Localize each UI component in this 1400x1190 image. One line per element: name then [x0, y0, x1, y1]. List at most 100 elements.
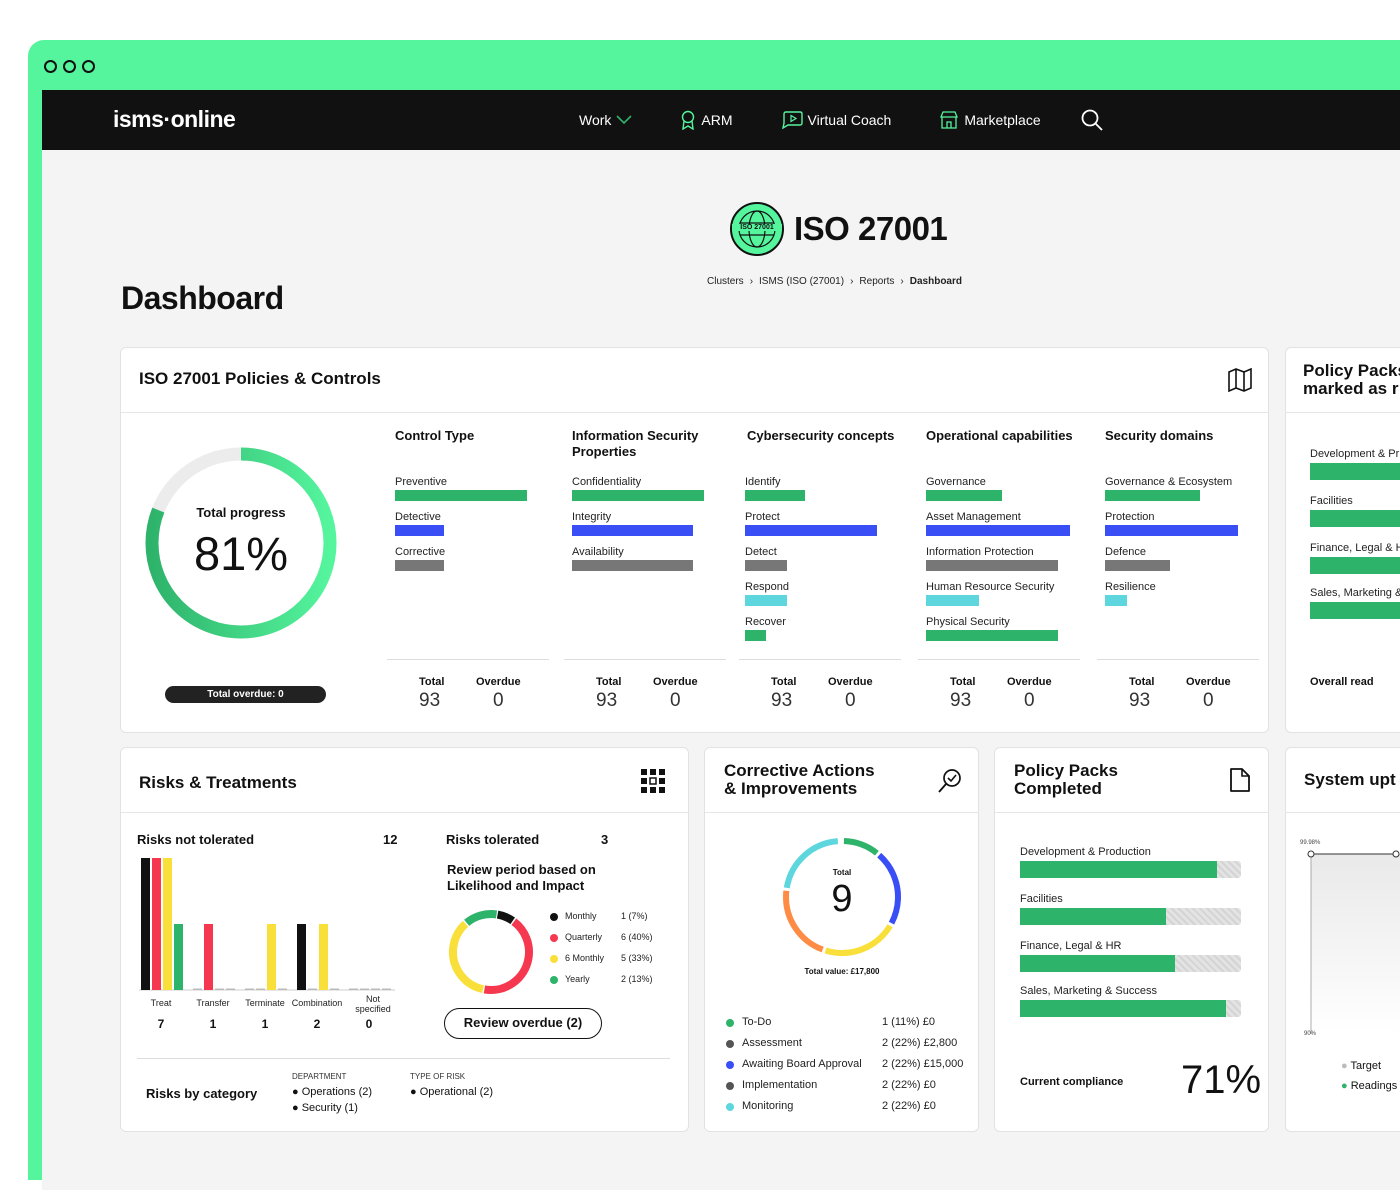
total-progress-label: Total progress: [196, 505, 286, 520]
risk-bar[interactable]: [204, 924, 213, 990]
breadcrumb-item[interactable]: Reports: [859, 276, 895, 287]
standard-header: ISO 27001 ISO 27001: [730, 202, 948, 256]
risk-bar[interactable]: [174, 924, 183, 990]
risk-bar[interactable]: [297, 924, 306, 990]
bar-label: Confidentiality: [572, 476, 642, 488]
risk-bar[interactable]: [349, 988, 358, 991]
risk-bar[interactable]: [382, 988, 391, 991]
logo[interactable]: isms·online: [113, 106, 236, 132]
card-header: [121, 748, 688, 813]
control-bar[interactable]: [926, 560, 1058, 571]
card-title: System upt: [1304, 770, 1396, 789]
nav-item-work[interactable]: Work: [579, 112, 632, 128]
total-progress-ring: [145, 447, 337, 639]
control-bar[interactable]: [395, 560, 444, 571]
risk-bar[interactable]: [360, 988, 369, 991]
policy-packs-completed-card: Policy Packs Completed Development & Prod…: [994, 747, 1269, 1132]
risk-bar[interactable]: [256, 988, 265, 991]
control-bar[interactable]: [1105, 525, 1238, 536]
risk-bar[interactable]: [371, 988, 380, 991]
ca-total-label: Total: [832, 868, 852, 877]
grid-icon[interactable]: [641, 769, 665, 793]
policy-read-item: Finance, Legal & H: [1310, 542, 1400, 554]
risk-bar[interactable]: [215, 988, 224, 991]
legend-label: To-Do: [742, 1016, 772, 1028]
pack-progress-track[interactable]: [1020, 955, 1241, 972]
risks-not-tolerated-label: Risks not tolerated: [137, 832, 255, 847]
risks-treatments-card: Risks & Treatments Risks not tolerated 1…: [120, 747, 689, 1132]
control-bar[interactable]: [745, 490, 805, 501]
risk-bar[interactable]: [308, 988, 317, 991]
control-bar[interactable]: [926, 490, 1002, 501]
control-bar[interactable]: [572, 525, 693, 536]
nav-item-marketplace[interactable]: Marketplace: [939, 110, 1041, 130]
risk-bar[interactable]: [226, 988, 235, 991]
nav-item-virtual-coach[interactable]: Virtual Coach: [781, 111, 891, 129]
control-bar[interactable]: [926, 525, 1070, 536]
overall-read-label: Overall read: [1310, 676, 1374, 688]
risk-bar[interactable]: [163, 858, 172, 990]
window-minimize-dot[interactable]: [63, 60, 76, 73]
policy-read-item: Development & Pr: [1310, 448, 1400, 460]
title-line: Policy Packs: [1303, 361, 1400, 380]
pack-progress-track[interactable]: [1020, 908, 1241, 925]
control-bar[interactable]: [1105, 595, 1127, 606]
risk-bar[interactable]: [278, 988, 287, 991]
control-bar[interactable]: [395, 525, 444, 536]
title-line: & Improvements: [724, 779, 858, 798]
uptime-chart: [1307, 850, 1400, 1034]
document-icon[interactable]: [1229, 767, 1251, 793]
donut-segment[interactable]: [783, 838, 901, 956]
risk-bar[interactable]: [330, 988, 339, 991]
total-label: Total: [419, 676, 445, 688]
legend-dot: [726, 1019, 734, 1027]
pack-progress-track[interactable]: [1020, 1000, 1241, 1017]
control-bar[interactable]: [745, 630, 766, 641]
breadcrumb-item[interactable]: ISMS (ISO (27001): [759, 276, 845, 287]
donut-segment[interactable]: [447, 908, 535, 996]
control-bar[interactable]: [572, 490, 704, 501]
risk-treatment-chart: Treat 7 Transfer 1 Terminate 1 Combination 2 Not…: [139, 858, 395, 1031]
control-bar[interactable]: [926, 595, 979, 606]
risk-bar[interactable]: [267, 924, 276, 990]
breadcrumb-item[interactable]: Clusters: [707, 276, 744, 287]
magnifier-check-icon[interactable]: [937, 768, 963, 794]
control-bar[interactable]: [745, 525, 877, 536]
dot-icon: ●: [292, 1086, 299, 1098]
window-close-dot[interactable]: [44, 60, 57, 73]
chevron-right-icon: ›: [749, 276, 754, 287]
control-bar[interactable]: [745, 560, 787, 571]
nav-item-label: Marketplace: [964, 112, 1041, 128]
control-bar[interactable]: [745, 595, 787, 606]
control-bar[interactable]: [1105, 490, 1200, 501]
risk-bar[interactable]: [193, 988, 202, 991]
control-bar[interactable]: [1105, 560, 1170, 571]
donut-segment[interactable]: [447, 908, 535, 996]
risk-bar[interactable]: [141, 858, 150, 990]
risks-tolerated-count: 3: [601, 832, 609, 847]
legend-dot: [726, 1082, 734, 1090]
window-maximize-dot[interactable]: [82, 60, 95, 73]
department-item: ● Operations (2): [292, 1086, 372, 1098]
bar-label: Human Resource Security: [926, 581, 1055, 593]
iso-badge-label: ISO 27001: [732, 224, 782, 231]
risk-bar[interactable]: [319, 924, 328, 990]
donut-segment[interactable]: [783, 838, 901, 956]
legend-dot: [550, 934, 558, 942]
top-navigation: isms·online Work ARM Virtual Coach Marke…: [42, 90, 1400, 150]
control-bar[interactable]: [926, 630, 1058, 641]
control-bar[interactable]: [395, 490, 527, 501]
donut-segment[interactable]: [447, 908, 535, 996]
pack-progress-track[interactable]: [1020, 861, 1241, 878]
category-total: 1: [210, 1017, 217, 1031]
overdue-label: Overdue: [1186, 676, 1231, 688]
control-bar[interactable]: [572, 560, 693, 571]
map-icon[interactable]: [1227, 368, 1253, 392]
donut-segment[interactable]: [447, 908, 535, 996]
nav-item-arm[interactable]: ARM: [680, 110, 733, 130]
risk-bar[interactable]: [245, 988, 254, 991]
donut-segment[interactable]: [783, 838, 901, 956]
risk-bar[interactable]: [152, 858, 161, 990]
search-icon[interactable]: [1080, 108, 1104, 132]
review-overdue-button[interactable]: Review overdue (2): [444, 1008, 602, 1039]
